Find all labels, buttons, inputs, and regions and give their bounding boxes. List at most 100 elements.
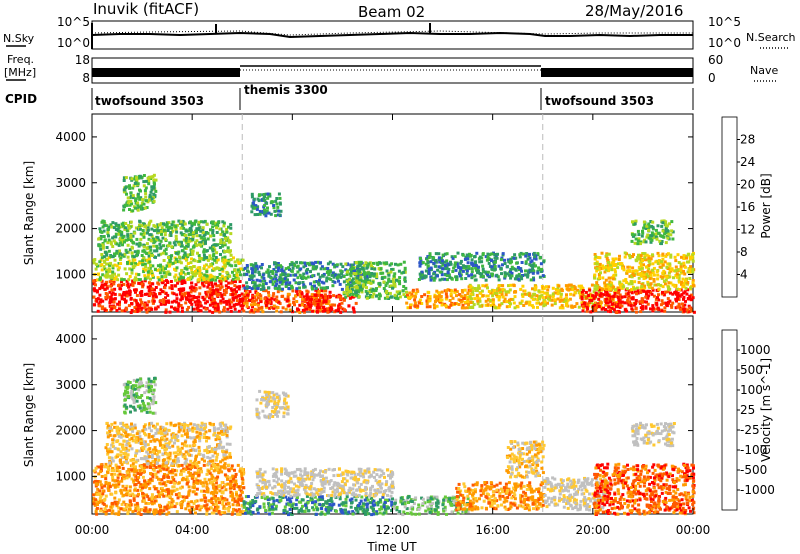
range-cell [109,255,113,259]
range-cell [618,254,621,258]
range-cell [258,273,262,277]
range-cell [116,473,120,477]
range-cell [588,292,592,296]
range-cell [224,488,228,492]
range-cell [656,277,660,281]
range-cell [344,295,348,299]
range-cell [135,294,139,297]
range-cell [179,505,183,509]
range-cell [107,295,111,299]
range-cell [196,299,200,303]
range-cell [111,270,115,274]
range-cell [132,473,136,477]
range-cell [292,301,296,305]
range-cell [127,226,131,230]
range-cell [218,468,222,472]
range-cell [651,306,655,310]
range-cell [402,260,406,264]
range-cell [99,483,103,487]
range-cell [152,501,156,505]
range-cell [251,279,255,283]
range-cell [607,261,610,264]
range-cell [600,287,604,291]
range-cell [531,271,535,275]
range-cell [660,224,664,228]
range-cell [665,304,669,308]
range-cell [359,260,363,264]
range-cell [551,292,555,296]
range-cell [214,278,218,282]
range-cell [577,305,581,309]
range-cell [163,274,167,278]
range-cell [229,293,233,296]
range-cell [481,267,485,271]
range-cell [162,271,166,275]
range-cell [634,310,638,314]
range-cell [644,240,648,244]
range-cell [690,308,694,312]
range-cell [646,280,650,284]
range-cell [123,252,127,256]
range-cell [317,294,321,297]
range-cell [470,273,474,277]
range-cell [289,263,293,267]
range-cell [218,246,222,249]
range-cell [111,264,115,268]
range-cell [686,288,690,292]
range-cell [101,273,105,277]
range-cell [677,303,681,307]
range-cell [637,265,641,269]
range-cell [123,226,127,230]
range-cell [163,233,167,237]
range-cell [654,235,658,239]
range-cell [122,190,126,194]
range-cell [131,246,134,250]
range-cell [203,231,207,235]
range-cell [147,289,151,293]
range-cell [460,277,464,281]
range-cell [259,300,263,304]
range-cell [426,261,430,264]
range-cell [268,298,272,302]
range-cell [149,245,152,249]
range-cell [275,295,279,299]
range-cell [441,263,445,267]
range-cell [625,269,629,273]
range-cell [644,275,648,279]
range-cell [338,282,342,286]
range-cell [581,309,585,313]
range-cell [568,297,572,301]
range-cell [532,251,536,255]
range-cell [241,300,245,304]
range-cell [285,281,289,285]
range-cell [330,307,334,311]
range-cell [197,243,201,247]
range-cell [168,272,172,276]
range-cell [112,226,116,230]
nsky-tick-high: 10^5 [57,15,90,29]
range-cell [378,292,381,296]
range-cell [669,291,672,295]
range-cell [122,188,126,192]
range-cell [665,224,669,228]
range-cell [648,284,652,288]
range-cell [219,241,223,245]
range-cell [320,289,324,292]
range-cell [304,305,308,309]
range-cell [113,252,116,256]
range-cell [176,307,180,311]
range-cell [230,300,234,304]
range-cell [114,275,118,279]
range-cell [288,281,292,285]
range-cell [317,290,321,293]
range-cell [642,275,646,279]
range-cell [223,237,227,241]
range-cell [648,234,652,238]
range-cell [317,306,321,310]
range-cell [237,485,241,489]
range-cell [170,300,174,304]
range-cell [203,477,207,481]
range-cell [142,174,146,177]
range-cell [691,270,695,274]
range-cell [128,275,132,278]
